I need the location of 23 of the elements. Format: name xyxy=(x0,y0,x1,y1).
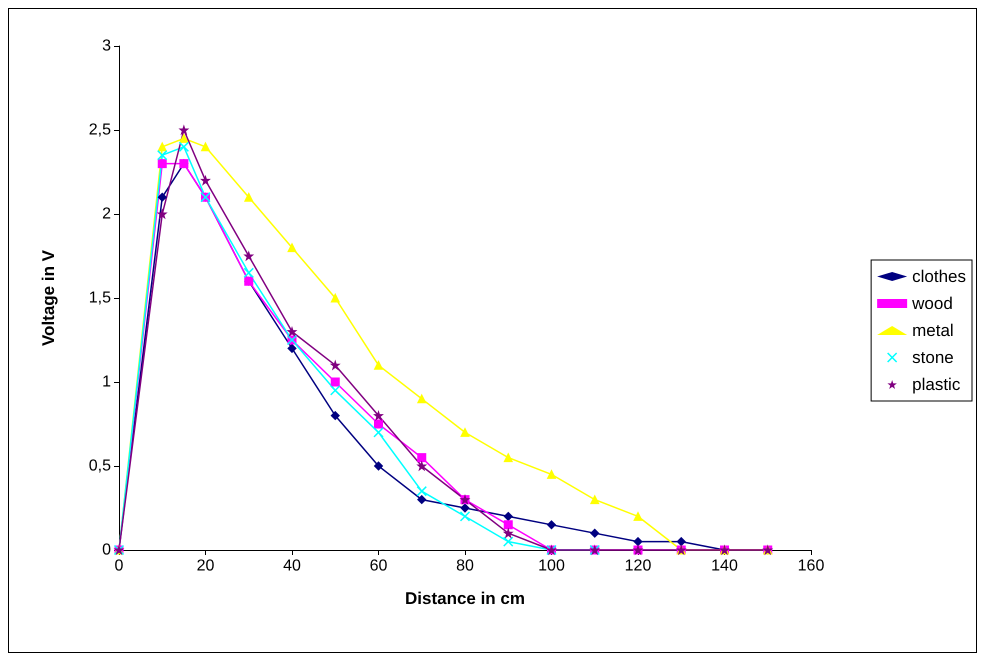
x-tick-label: 80 xyxy=(456,558,474,574)
legend-label: plastic xyxy=(912,375,961,394)
x-tick-label: 20 xyxy=(196,558,214,574)
x-tick-label: 100 xyxy=(538,558,565,574)
x-tick-label: 40 xyxy=(283,558,301,574)
x-tick-label: 0 xyxy=(114,558,124,574)
x-tick-label: 160 xyxy=(798,558,824,574)
legend-label: stone xyxy=(912,348,954,367)
x-tick-label: 60 xyxy=(370,558,388,574)
y-tick-label: 1,5 xyxy=(88,290,112,306)
y-tick-label: 3 xyxy=(102,38,112,54)
y-tick-label: 2 xyxy=(102,206,112,222)
legend-label: clothes xyxy=(912,267,966,286)
legend-label: wood xyxy=(911,294,953,313)
x-axis-title: Distance in cm xyxy=(405,589,525,608)
x-tick-label: 140 xyxy=(711,558,738,574)
y-tick-label: 0,5 xyxy=(88,458,112,474)
y-tick-label: 1 xyxy=(102,374,112,390)
legend-label: metal xyxy=(912,321,954,340)
y-axis-title: Voltage in V xyxy=(39,249,58,346)
y-tick-label: 2,5 xyxy=(88,122,112,138)
y-tick-label: 0 xyxy=(102,542,112,558)
x-tick-label: 120 xyxy=(624,558,652,574)
